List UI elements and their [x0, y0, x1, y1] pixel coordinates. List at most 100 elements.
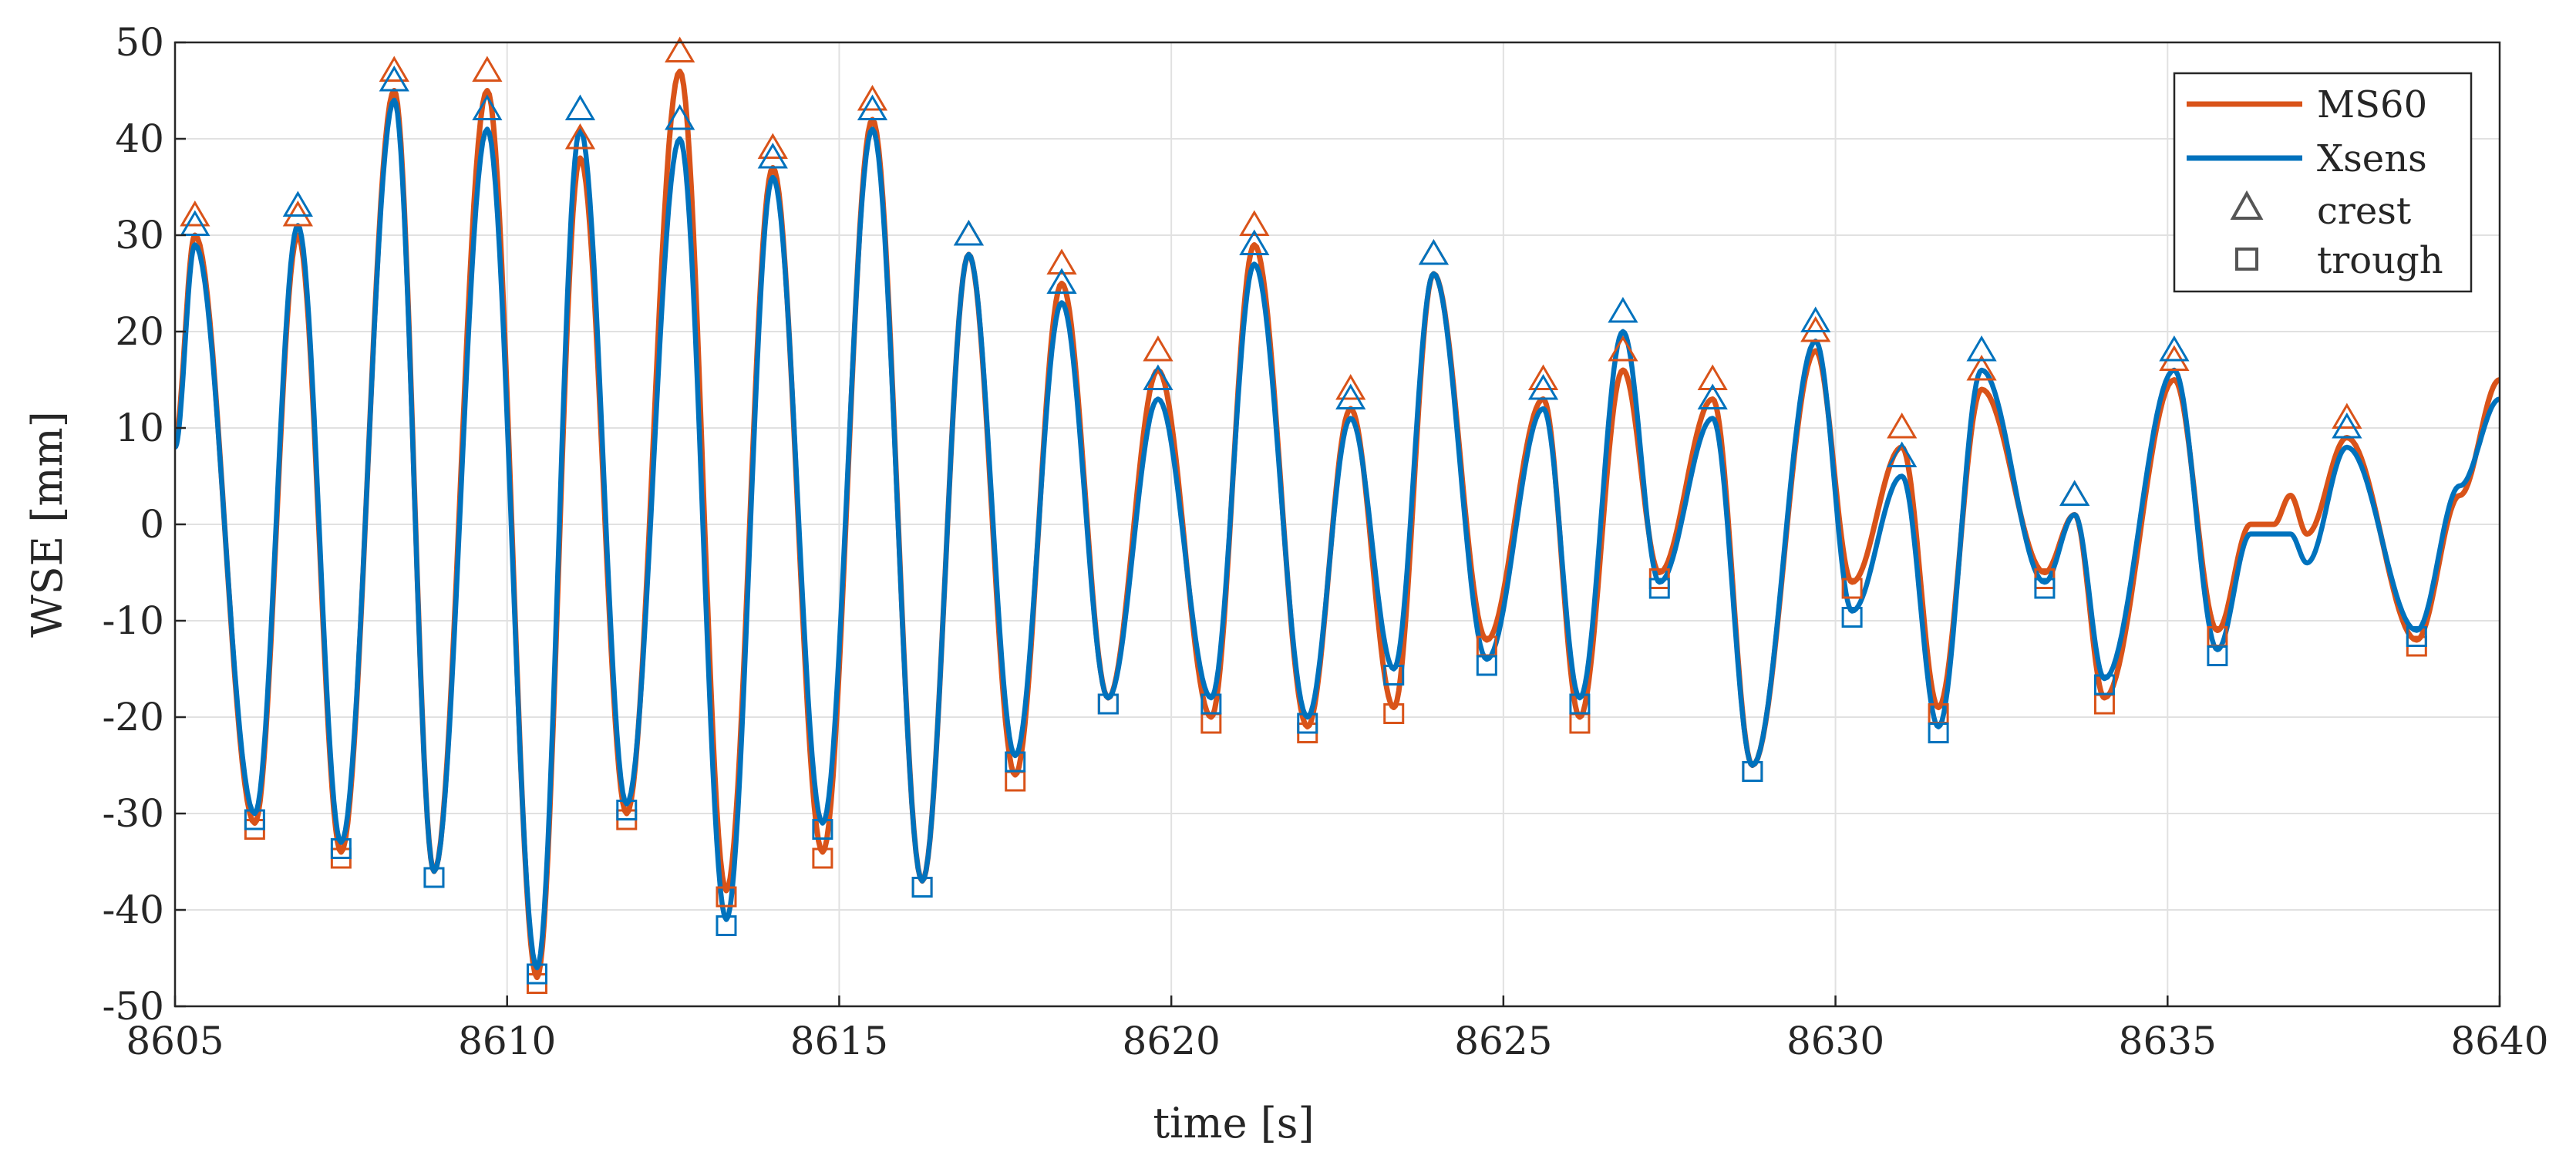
legend-trough-marker-icon [2235, 248, 2258, 271]
crest-marker-ms60 [1143, 335, 1174, 362]
crest-marker-xsens [1527, 374, 1559, 400]
crest-marker-xsens [1966, 335, 1997, 362]
crest-marker-xsens [1800, 306, 1831, 332]
trough-marker-ms60 [1841, 578, 1863, 599]
trough-marker-xsens [1297, 713, 1318, 734]
trough-marker-ms60 [812, 847, 833, 869]
y-ticks: -50 -40 -30 -20 -10 0 10 20 30 40 50 [102, 20, 186, 1029]
y-tick-label: -10 [102, 598, 164, 643]
trough-marker-xsens [911, 877, 933, 898]
crest-marker-xsens [379, 66, 409, 92]
crest-marker-xsens [2332, 413, 2362, 439]
x-tick-label: 8635 [2119, 1019, 2217, 1063]
trough-marker-ms60 [1383, 703, 1405, 724]
crest-marker-xsens [282, 190, 313, 217]
y-tick-label: 30 [115, 213, 164, 258]
crest-marker-xsens [953, 220, 985, 246]
crest-marker-xsens [564, 94, 596, 120]
crest-marker-xsens [1143, 364, 1174, 390]
legend-label-crest: crest [2317, 190, 2411, 233]
crest-marker-xsens [757, 143, 788, 169]
trough-marker-xsens [812, 819, 833, 840]
crest-marker-ms60 [379, 56, 409, 82]
y-tick-label: 20 [115, 309, 164, 354]
x-tick-label: 8605 [126, 1019, 224, 1063]
trough-marker-xsens [1005, 751, 1026, 773]
crest-marker-xsens [1239, 229, 1270, 255]
legend-label-trough: trough [2317, 239, 2443, 282]
trough-marker-xsens [2034, 578, 2056, 599]
trough-marker-xsens [2093, 674, 2115, 696]
trough-marker-xsens [1648, 578, 1670, 599]
trough-marker-xsens [330, 838, 352, 859]
trough-marker-xsens [2406, 626, 2427, 647]
crest-marker-ms60 [2159, 345, 2190, 371]
legend-label-xsens: Xsens [2317, 137, 2427, 180]
crest-marker-xsens [180, 210, 210, 236]
crest-marker-ms60 [857, 85, 888, 111]
crest-marker-ms60 [180, 200, 210, 227]
crest-marker-ms60 [1335, 374, 1366, 400]
trough-marker-xsens [1841, 607, 1863, 628]
crest-marker-xsens [857, 94, 888, 120]
x-tick-label: 8630 [1786, 1019, 1884, 1063]
x-tick-label: 8625 [1454, 1019, 1552, 1063]
trough-marker-ms60 [716, 886, 737, 908]
trough-marker-xsens [716, 915, 737, 936]
crest-marker-ms60 [1800, 316, 1831, 342]
crest-marker-ms60 [1697, 364, 1728, 390]
crest-marker-xsens [1608, 297, 1638, 323]
crest-marker-ms60 [1527, 364, 1559, 390]
crest-marker-ms60 [472, 56, 503, 82]
trough-marker-xsens [526, 963, 547, 985]
trough-marker-xsens [1742, 761, 1763, 782]
x-tick-label: 8620 [1123, 1019, 1221, 1063]
crest-marker-ms60 [1887, 413, 1918, 439]
crest-marker-xsens [1418, 239, 1450, 265]
crest-marker-xsens [1046, 268, 1077, 294]
crest-marker-ms60 [2332, 403, 2362, 429]
trough-marker-xsens [423, 867, 445, 888]
crest-marker-ms60 [1046, 248, 1077, 275]
legend-box [2173, 72, 2473, 293]
x-axis-label: time [s] [1153, 1099, 1314, 1147]
y-tick-label: -20 [102, 695, 164, 739]
y-tick-label: 0 [140, 502, 164, 547]
crest-marker-ms60 [1966, 355, 1997, 381]
crest-marker-xsens [2159, 335, 2190, 362]
y-tick-label: -30 [102, 791, 164, 836]
crest-marker-xsens [1697, 383, 1728, 409]
x-tick-label: 8610 [458, 1019, 556, 1063]
trough-marker-xsens [1569, 693, 1591, 715]
y-tick-label: 50 [115, 20, 164, 65]
trough-marker-xsens [2207, 645, 2228, 666]
crest-marker-ms60 [757, 133, 788, 159]
legend-label-ms60: MS60 [2317, 83, 2427, 126]
trough-marker-xsens [1200, 693, 1222, 715]
series-line-xsens [175, 97, 2500, 971]
y-tick-label: 40 [115, 116, 164, 161]
trough-marker-xsens [1928, 723, 1949, 743]
trough-marker-xsens [616, 800, 638, 820]
crest-marker-ms60 [1239, 210, 1270, 236]
x-tick-label: 8615 [790, 1019, 888, 1063]
y-tick-label: -40 [102, 888, 164, 932]
trough-marker-xsens [1383, 665, 1405, 686]
crest-marker-xsens [2059, 480, 2090, 506]
y-axis-label: WSE [mm] [23, 411, 72, 638]
marker-layer [180, 36, 2427, 994]
y-tick-label: -50 [102, 984, 164, 1029]
x-tick-label: 8640 [2450, 1019, 2548, 1063]
trough-marker-xsens [1476, 655, 1497, 676]
legend-crest-marker-icon [2230, 190, 2264, 220]
x-ticks: 8605 8610 8615 8620 8625 8630 8635 8640 [126, 996, 2549, 1063]
crest-marker-ms60 [564, 123, 596, 150]
trough-marker-xsens [1097, 693, 1119, 715]
crest-marker-ms60 [1608, 335, 1638, 362]
crest-marker-ms60 [665, 36, 695, 62]
legend: MS60 Xsens crest trough [2173, 72, 2473, 293]
series-layer [175, 69, 2500, 980]
crest-marker-ms60 [282, 200, 313, 227]
crest-marker-xsens [1887, 441, 1918, 467]
